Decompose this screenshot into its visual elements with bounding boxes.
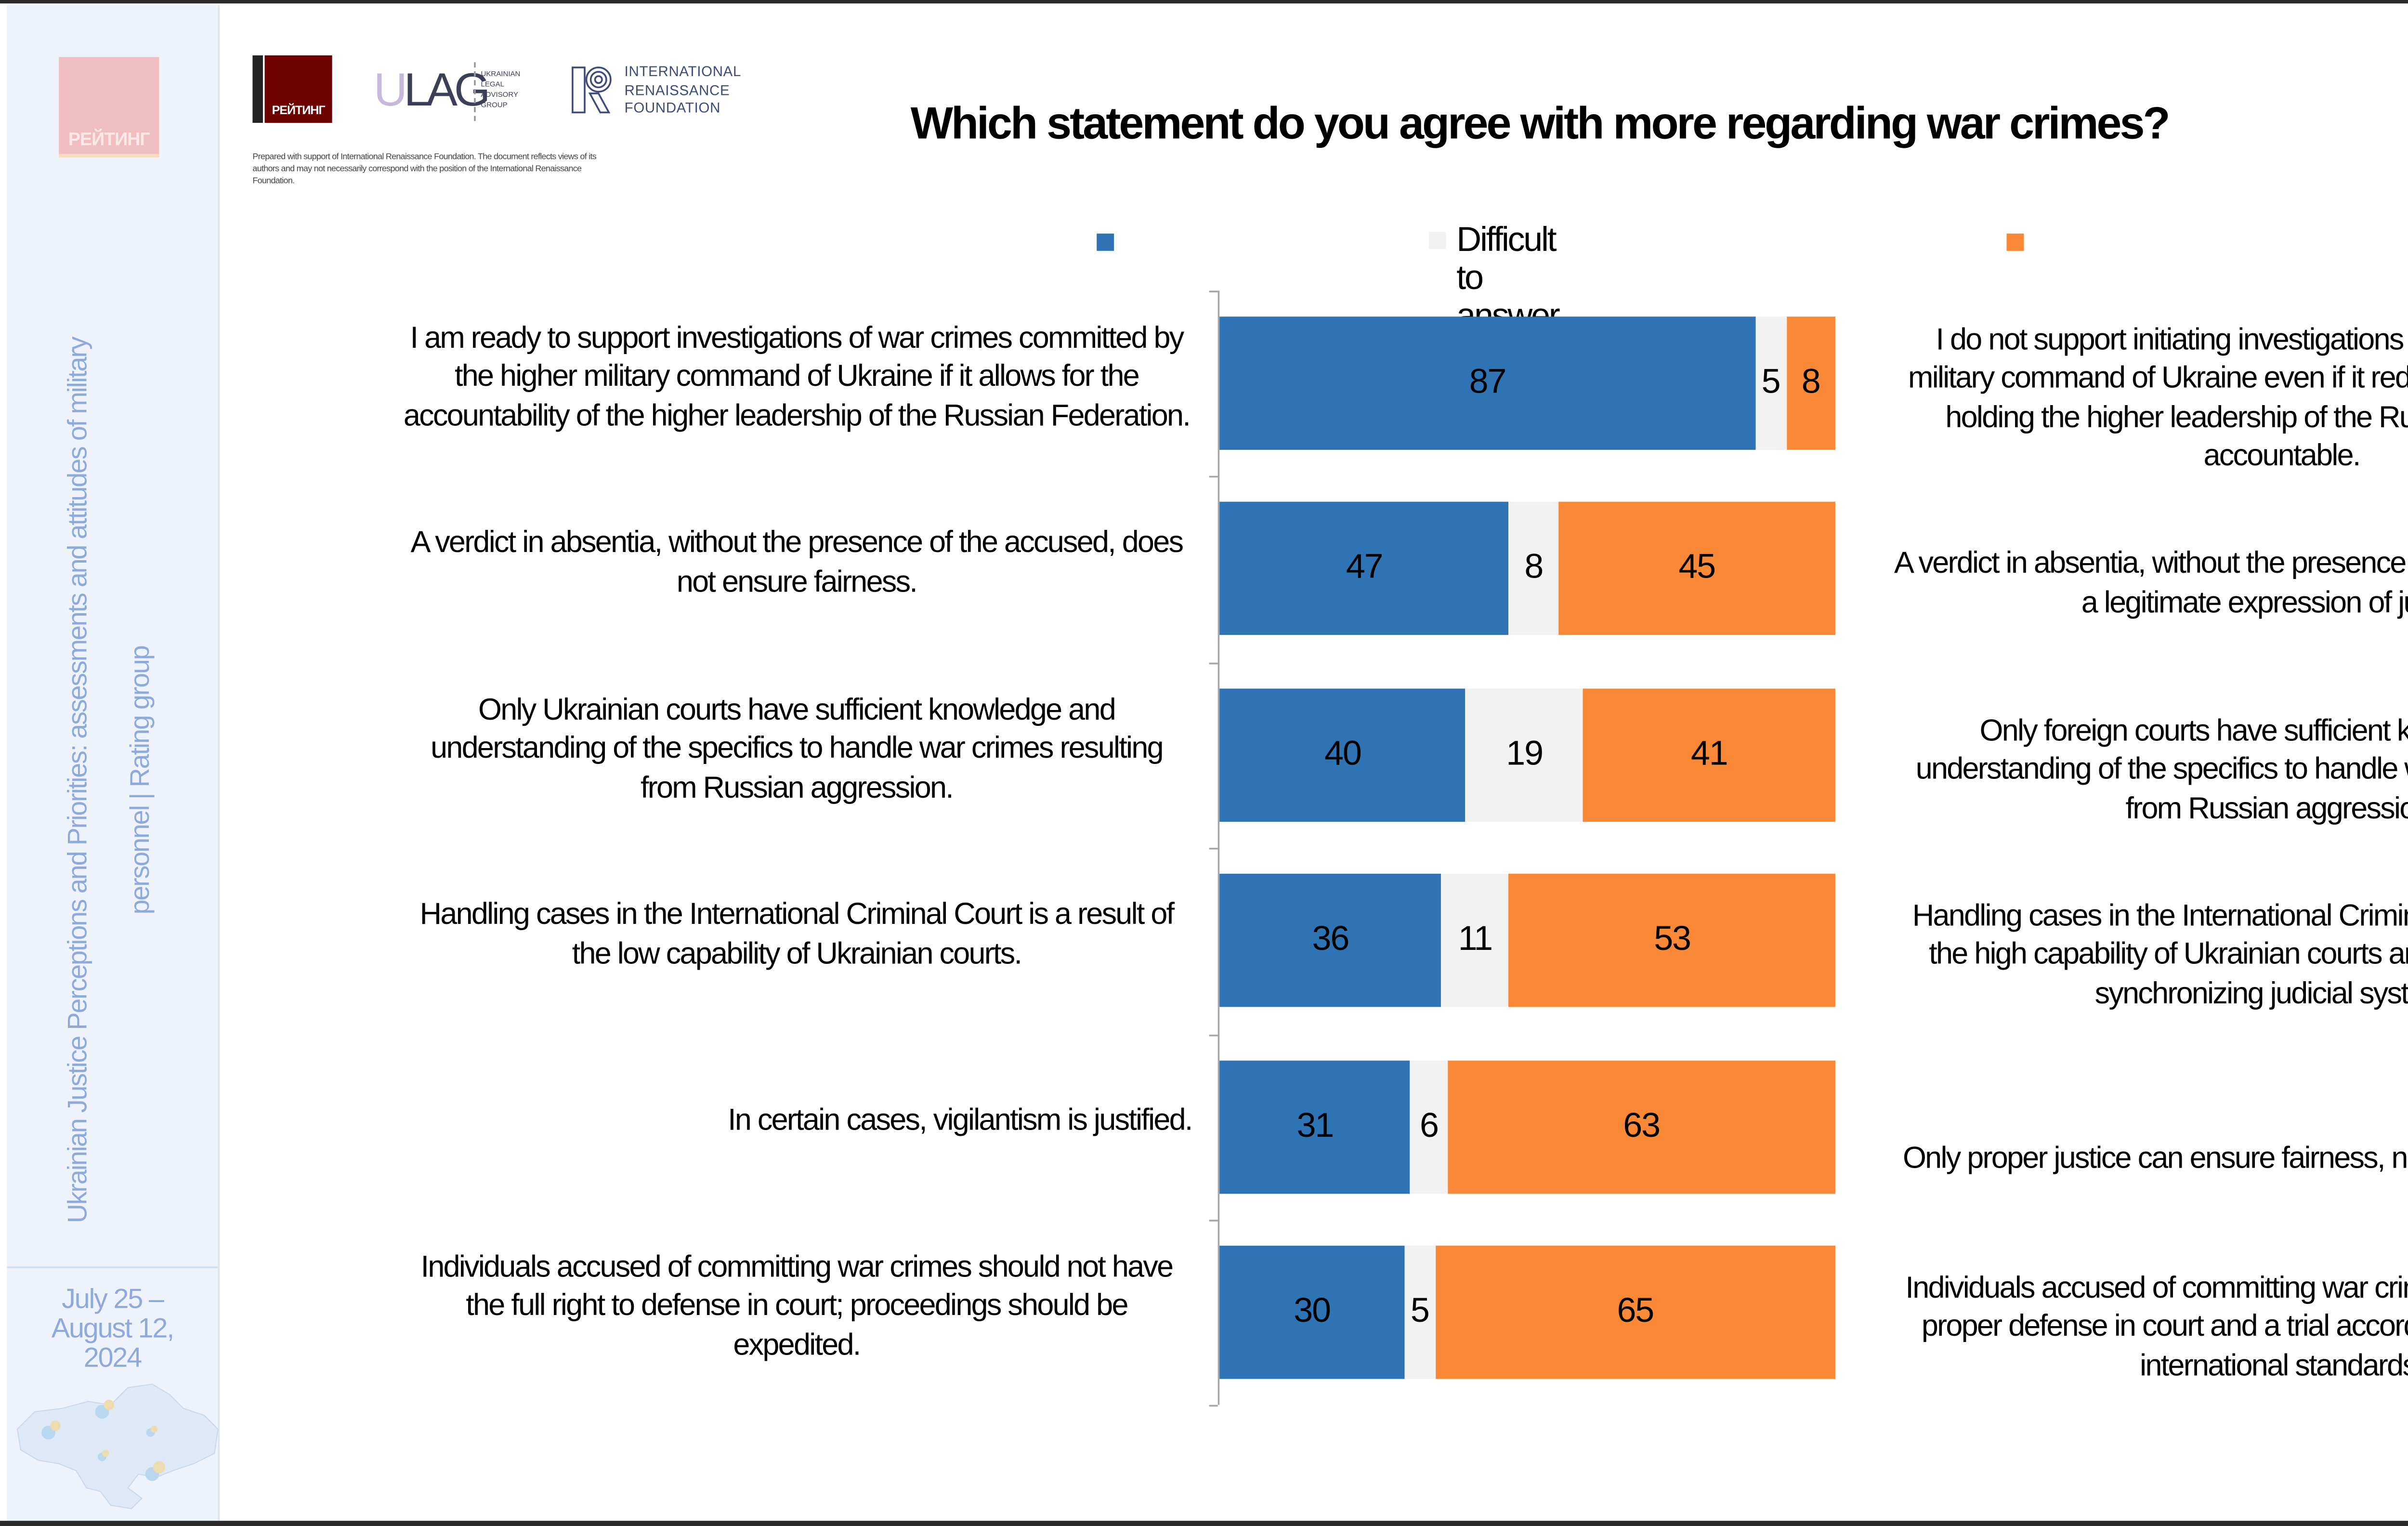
left-statement-label: Individuals accused of committing war cr… [420,1249,1174,1361]
right-statement-label: Handling cases in the International Crim… [1912,897,2408,1011]
rating-logo-stripe [59,154,159,158]
chart-title: Which statement do you agree with more r… [910,97,2171,149]
bar-segment-right: 65 [1435,1246,1835,1379]
bar-segment-right: 53 [1509,874,1835,1008]
irf-emblem-icon [572,66,612,114]
bar-value-label: 19 [1506,735,1544,773]
bar-value-label: 31 [1296,1106,1335,1145]
sidebar-divider [7,1266,218,1268]
irf-line: RENAISSANCE [624,82,730,98]
category-axis [1217,290,1220,1405]
irf-line: INTERNATIONAL [624,64,742,80]
bar-segment-left: 36 [1219,874,1441,1008]
legend-swatch-difficult [1428,232,1446,250]
date-line: August 12, [51,1315,174,1344]
rating-logo-faded: РЕЙТИНГ [59,57,159,158]
rating-logo-vertical-text [252,55,263,123]
axis-tick [1209,662,1218,664]
axis-tick [1209,1405,1218,1408]
date-line: 2024 [83,1344,142,1374]
bar-segment-right: 41 [1583,688,1835,822]
axis-tick [1209,1034,1218,1036]
rating-group-logo: РЕЙТИНГ [252,55,332,123]
report-title-vertical: Ukrainian Justice Perceptions and Priori… [49,296,173,1264]
bar-value-label: 6 [1420,1106,1439,1145]
bar-segment-right: 8 [1786,316,1835,450]
bar-segment-left: 40 [1219,688,1466,822]
rating-logo-label: РЕЙТИНГ [272,105,326,118]
bar-value-label: 8 [1524,549,1544,588]
bar-value-label: 36 [1312,921,1350,959]
bar-value-label: 53 [1654,921,1691,959]
left-statement-label: Handling cases in the International Crim… [419,896,1175,970]
ulag-logo: ULAG UKRAINIAN LEGAL ADVISORY GROUP [373,62,520,121]
bar-segment-left: 47 [1219,502,1509,636]
bar-segment-left: 31 [1219,1060,1411,1193]
bar-value-label: 5 [1410,1292,1430,1331]
left-statement-label: A verdict in absentia, without the prese… [410,525,1184,599]
ulag-line: UKRAINIAN [481,69,521,78]
irf-wordmark: INTERNATIONAL RENAISSANCE FOUNDATION [625,64,741,118]
bar-value-label: 8 [1801,363,1821,402]
left-statement-label: In certain cases, vigilantism is justifi… [728,1102,1193,1137]
right-statement-label: I do not support initiating investigatio… [1908,321,2408,473]
report-title-line2: personnel | Rating group [126,646,156,915]
bar-segment-difficult: 11 [1441,874,1509,1008]
bar-segment-left: 87 [1219,316,1755,450]
left-statement-label: I am ready to support investigations of … [403,319,1191,433]
bar-segment-difficult: 19 [1466,688,1583,822]
ulag-divider [474,62,476,121]
bar-segment-difficult: 5 [1404,1246,1435,1379]
bar-segment-left: 30 [1219,1246,1404,1379]
bottom-border [0,1521,2408,1526]
ulag-line: LEGAL [481,79,505,89]
bar-value-label: 65 [1617,1292,1654,1331]
axis-tick [1209,848,1218,850]
ulag-line: GROUP [481,100,508,109]
bar-value-label: 63 [1623,1106,1661,1145]
legend-swatch-right [2006,233,2024,251]
bar-value-label: 47 [1346,549,1384,588]
bar-value-label: 30 [1294,1292,1331,1331]
axis-tick [1209,290,1218,293]
bar-value-label: 5 [1761,363,1781,402]
ulag-u: U [373,64,407,116]
left-statement-label: Only Ukrainian courts have sufficient kn… [431,691,1164,804]
legend-swatch-left [1097,233,1114,251]
right-statement-label: A verdict in absentia, without the prese… [1894,545,2408,619]
bar-segment-difficult: 6 [1410,1060,1448,1193]
bar-segment-difficult: 5 [1755,316,1786,450]
bar-value-label: 45 [1678,549,1716,588]
ulag-wordmark: ULAG [373,64,491,116]
bar-value-label: 87 [1469,363,1507,402]
sidebar: РЕЙТИНГ Ukrainian Justice Perceptions an… [7,5,220,1521]
ulag-rest: LAG [404,64,491,116]
bar-segment-right: 45 [1558,502,1835,636]
top-border [0,0,2408,4]
report-title-line1: Ukrainian Justice Perceptions and Priori… [64,337,93,1223]
bar-segment-right: 63 [1447,1060,1835,1193]
ulag-subtext: UKRAINIAN LEGAL ADVISORY GROUP [481,69,550,111]
right-statement-label: Individuals accused of committing war cr… [1905,1269,2408,1382]
irf-line: FOUNDATION [624,100,721,116]
survey-dates: July 25 – August 12, 2024 [7,1286,218,1374]
date-line: July 25 – [62,1285,164,1315]
bar-value-label: 11 [1458,921,1493,959]
rating-logo-text: РЕЙТИНГ [68,130,150,151]
ulag-line: ADVISORY [481,90,519,99]
funding-disclaimer: Prepared with support of International R… [252,152,597,187]
rating-logo-box: РЕЙТИНГ [264,55,332,123]
axis-tick [1209,1220,1218,1222]
ukraine-map-icon [16,1383,219,1510]
bar-segment-difficult: 8 [1509,502,1558,636]
bar-value-label: 40 [1324,735,1362,773]
axis-tick [1209,476,1218,478]
bar-value-label: 41 [1690,735,1728,773]
right-statement-label: Only proper justice can ensure fairness,… [1902,1140,2408,1175]
right-statement-label: Only foreign courts have sufficient know… [1915,712,2408,825]
